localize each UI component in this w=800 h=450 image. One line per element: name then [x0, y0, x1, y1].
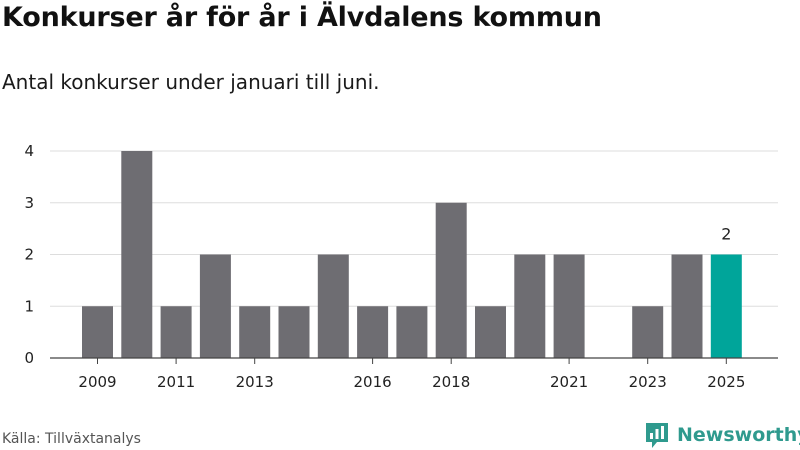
bar-2013 — [239, 306, 271, 358]
bar-2025 — [710, 254, 742, 358]
bar-2018 — [435, 202, 467, 358]
bar-2024 — [671, 254, 703, 358]
y-tick-label: 4 — [24, 142, 34, 160]
y-tick-label: 3 — [24, 194, 34, 212]
data-label-2025: 2 — [721, 225, 731, 244]
bar-2014 — [278, 306, 310, 358]
x-tick-label: 2021 — [550, 373, 588, 391]
bar-2016 — [357, 306, 389, 358]
bar-2023 — [632, 306, 664, 358]
source-note: Källa: Tillväxtanalys — [2, 431, 141, 447]
x-tick-label: 2018 — [432, 373, 470, 391]
bar-2021 — [553, 254, 585, 358]
bar-2011 — [160, 306, 192, 358]
bar-2015 — [317, 254, 349, 358]
y-tick-label: 0 — [24, 349, 34, 367]
chart-title: Konkurser år för år i Älvdalens kommun — [2, 2, 602, 33]
x-tick-label: 2025 — [707, 373, 745, 391]
x-tick-label: 2016 — [354, 373, 392, 391]
bar-chart: 0 1 2 3 4 2 2009 2011 2013 2016 2018 2021 2023 2025 — [24, 142, 778, 391]
bar-2010 — [121, 151, 153, 358]
x-tick-label: 2013 — [236, 373, 274, 391]
brand-name: Newsworthy — [677, 424, 800, 446]
brand-logo: Newsworthy — [644, 420, 800, 450]
bar-2017 — [396, 306, 428, 358]
y-tick-label: 1 — [24, 297, 34, 315]
x-tick-label: 2023 — [629, 373, 667, 391]
y-tick-label: 2 — [24, 246, 34, 264]
x-tick-label: 2009 — [78, 373, 116, 391]
bar-2009 — [82, 306, 113, 358]
x-tick-label: 2011 — [157, 373, 195, 391]
bar-2012 — [199, 254, 231, 358]
chart-subtitle: Antal konkurser under januari till juni. — [2, 70, 380, 94]
bar-2019 — [475, 306, 506, 358]
newsworthy-logo-icon — [646, 423, 668, 448]
bar-2020 — [514, 254, 546, 358]
